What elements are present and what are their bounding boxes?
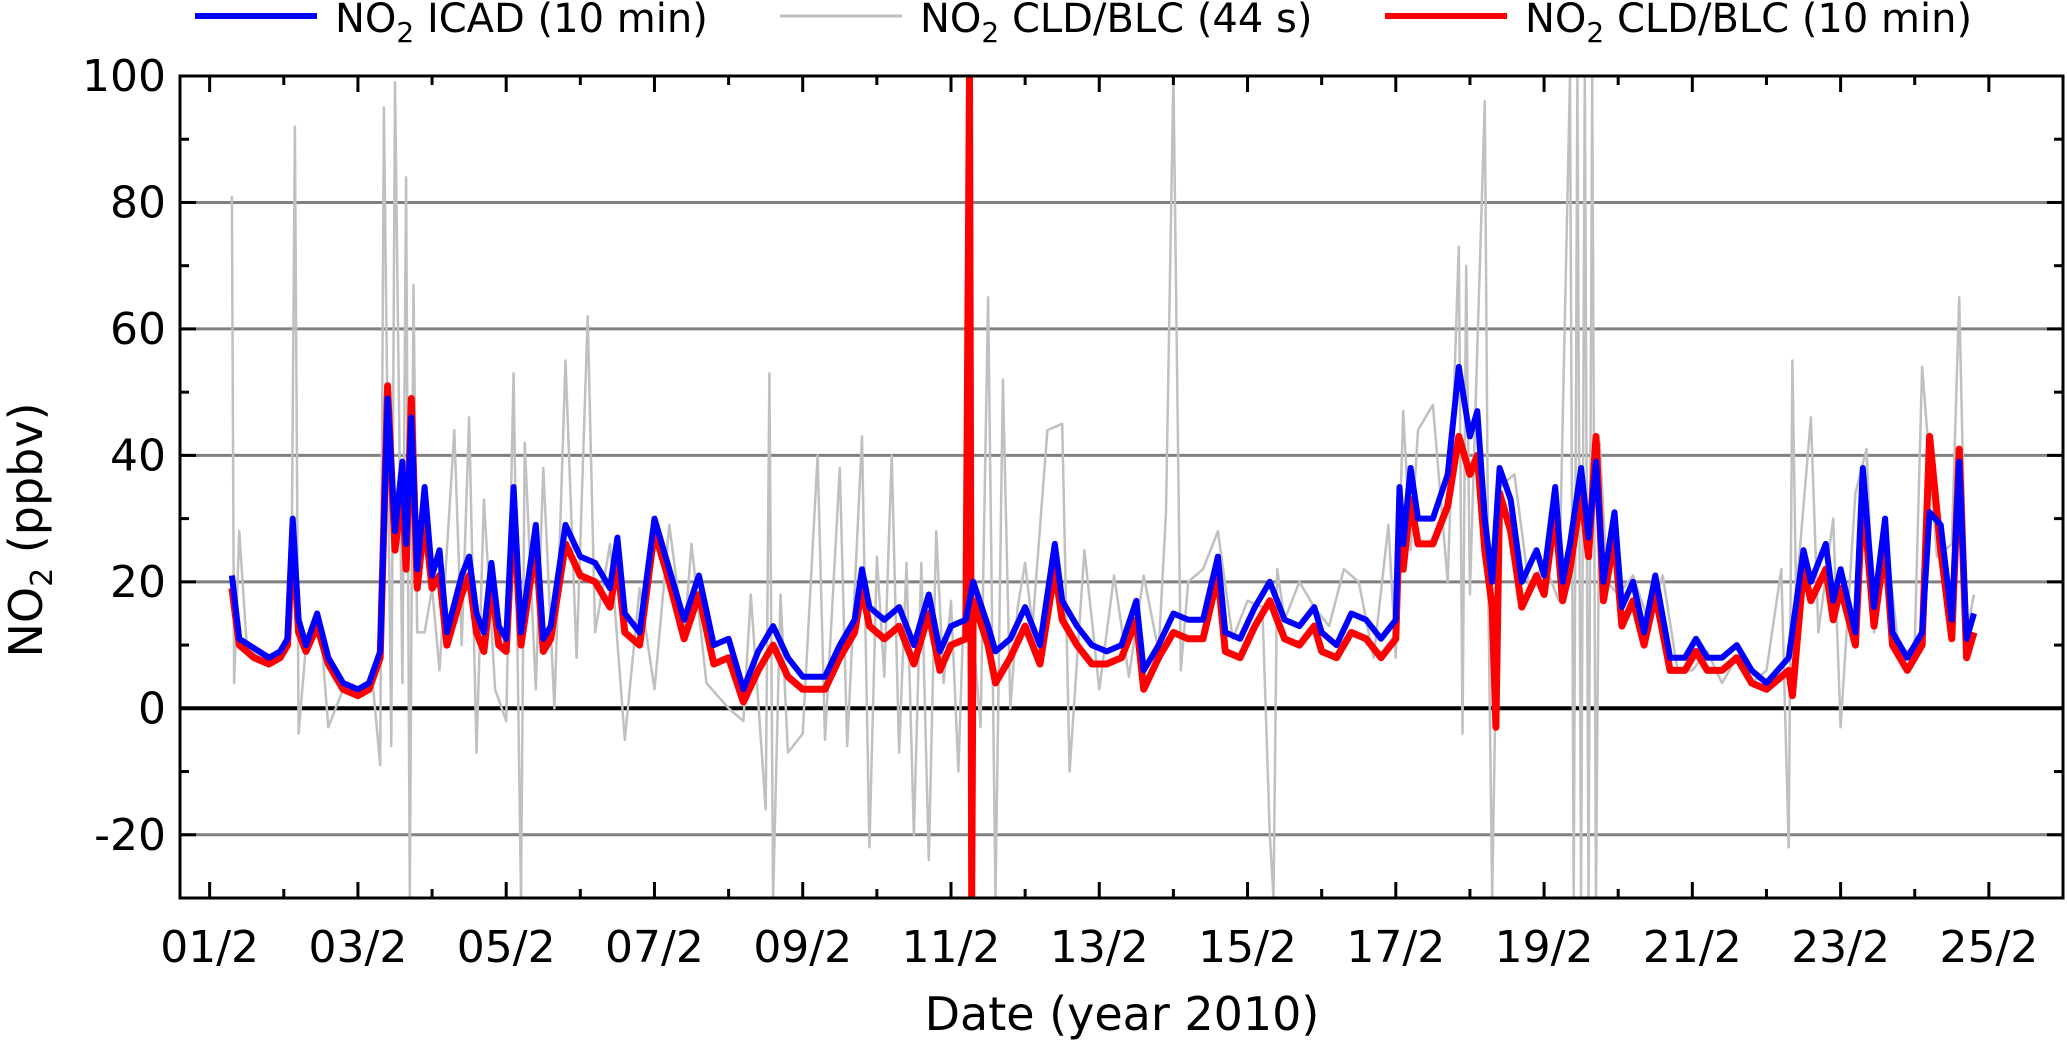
series-no2-icad-10min-line [228,363,1977,693]
series-no2-cld-44s-line [230,76,1976,898]
y-axis-title-sub: 2 [25,568,60,587]
legend-item: NO2 CLD/BLC (44 s) [780,0,1312,49]
y-tick-label: 60 [110,304,166,355]
x-tick-label: 09/2 [753,922,852,973]
x-tick-label: 13/2 [1050,922,1149,973]
series-layer [228,76,1978,898]
y-tick-label: -20 [94,810,166,861]
x-tick-label: 25/2 [1939,922,2038,973]
y-tick-label: 100 [82,51,166,102]
x-axis: 01/2 03/2 05/2 07/2 09/2 11/2 13/2 15/2 17/2 19/2… [160,76,2038,973]
legend-label: NO2 CLD/BLC (10 min) [1525,0,1972,49]
y-tick-label: 20 [110,557,166,608]
legend-label: NO2 CLD/BLC (44 s) [920,0,1312,49]
legend-item: NO2 CLD/BLC (10 min) [1385,0,1972,49]
plot-border [178,74,2065,900]
x-tick-label: 05/2 [457,922,556,973]
legend: NO2 ICAD (10 min) NO2 CLD/BLC (44 s) NO2 C… [195,0,1972,49]
y-axis-title-rest: (ppbv) [0,402,53,567]
y-tick-label: 80 [110,177,166,228]
x-axis-title: Date (year 2010) [925,987,1320,1041]
x-tick-label: 15/2 [1198,922,1297,973]
legend-item: NO2 ICAD (10 min) [195,0,708,49]
y-tick-label: 40 [110,430,166,481]
x-tick-label: 03/2 [309,922,408,973]
x-tick-label: 21/2 [1643,922,1742,973]
y-tick-label: 0 [138,683,166,734]
x-tick-label: 11/2 [902,922,1001,973]
x-tick-label: 07/2 [605,922,704,973]
legend-label: NO2 ICAD (10 min) [335,0,708,49]
y-axis-title: NO2 (ppbv) [0,402,60,657]
plot-frame [178,74,2065,900]
y-axis-title-main: NO [0,587,53,658]
y-axis: -20 0 20 40 60 80 100 [82,51,2063,900]
x-tick-label: 17/2 [1346,922,1445,973]
x-tick-label: 23/2 [1791,922,1890,973]
x-tick-label: 01/2 [160,922,259,973]
x-tick-label: 19/2 [1495,922,1594,973]
